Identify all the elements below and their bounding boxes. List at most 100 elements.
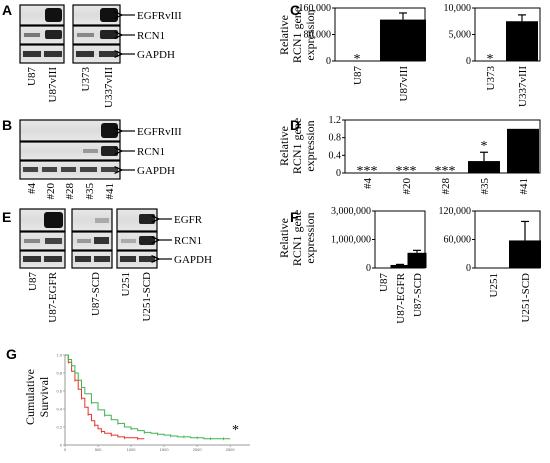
category-label: U373 bbox=[485, 66, 497, 91]
bar bbox=[390, 264, 410, 268]
bar-chart-f-u251: 0 60,000 120,000 U251 U251-SCD bbox=[439, 206, 541, 323]
category-label: U87-EGFR bbox=[395, 272, 407, 323]
blot-panel-e bbox=[19, 208, 158, 269]
bar-chart-c-u87: 0 80,000 160,000 *U87 U87vIII bbox=[299, 3, 426, 102]
category-label: #4 bbox=[362, 178, 374, 190]
lane-label-e-3: U251 bbox=[120, 272, 132, 296]
y-tick-label: 60,000 bbox=[444, 235, 472, 246]
y-tick-label: 1.2 bbox=[329, 115, 342, 126]
y-tick-label: 80,000 bbox=[304, 30, 332, 41]
ylabel-c: Relative RCN1 gene expression bbox=[277, 7, 317, 63]
panel-letter-a: A bbox=[2, 2, 12, 18]
category-label: U87 bbox=[378, 273, 390, 292]
panel-letter-g: G bbox=[6, 346, 17, 362]
x-tick-label: 1500 bbox=[160, 447, 170, 452]
blot-panel-b bbox=[19, 119, 121, 180]
bar-chart-d: 00.40.81.2***#4***#20***#28*#35 #41 bbox=[329, 115, 541, 195]
band-label-gapdh-e: GAPDH bbox=[174, 254, 212, 266]
bar bbox=[380, 19, 426, 61]
survival-series-line bbox=[65, 354, 231, 440]
y-tick-label: 10,000 bbox=[444, 3, 472, 14]
blot-labels-e: EGFR RCN1 GAPDH bbox=[159, 214, 212, 266]
category-label: U87 bbox=[352, 66, 364, 85]
y-tick-label: 160,000 bbox=[299, 3, 332, 14]
survival-curve-chart: 0 0.2 0.4 0.6 0.8 1.0 0 500 1000 1500 2000 2500 * bbox=[56, 353, 250, 452]
ylabel-g-line1: Cumulative bbox=[23, 369, 37, 425]
y-tick-label: 0.6 bbox=[56, 389, 62, 394]
category-label: U87-SCD bbox=[412, 273, 424, 317]
lane-label-b-1: #20 bbox=[45, 183, 57, 200]
lane-labels-e: U87 U87-EGFR U87-SCD U251 U251-SCD bbox=[27, 271, 153, 322]
panel-letter-d: D bbox=[290, 117, 300, 133]
bar-chart-f-u87: 0 1,000,000 3,000,000 U87 U87-EGFR U87-SCD bbox=[331, 206, 427, 324]
ylabel-f: Relative RCN1 gene expression bbox=[277, 210, 317, 266]
blot-panel-a bbox=[19, 4, 121, 64]
band-label-egfr-e: EGFR bbox=[174, 214, 203, 226]
ylabel-d-line2: RCN1 gene bbox=[290, 118, 304, 174]
lane-label-b-0: #4 bbox=[26, 183, 38, 195]
lane-label-e-0: U87 bbox=[27, 272, 39, 291]
y-tick-label: 3,000,000 bbox=[331, 206, 371, 217]
category-label: #28 bbox=[440, 178, 452, 195]
lane-label-a-2: U373 bbox=[80, 67, 92, 92]
y-tick-label: 0 bbox=[336, 168, 341, 179]
survival-series-line bbox=[65, 354, 145, 440]
x-tick-label: 2500 bbox=[226, 447, 236, 452]
category-label: U337vIII bbox=[517, 66, 529, 107]
x-tick-label: 1000 bbox=[127, 447, 137, 452]
lane-label-e-1: U87-EGFR bbox=[47, 271, 59, 322]
category-label: U251 bbox=[488, 273, 500, 297]
ylabel-d: Relative RCN1 gene expression bbox=[277, 118, 317, 174]
y-tick-label: 0.8 bbox=[329, 133, 342, 144]
ylabel-c-line3: expression bbox=[303, 9, 317, 60]
ylabel-f-line3: expression bbox=[303, 212, 317, 263]
y-tick-label: 0 bbox=[326, 56, 331, 67]
band-label-egfrviii-a: EGFRvIII bbox=[137, 10, 182, 22]
band-label-rcn1-e: RCN1 bbox=[174, 235, 202, 247]
band-label-rcn1-a: RCN1 bbox=[137, 30, 165, 42]
bar bbox=[407, 252, 427, 268]
x-tick-label: 500 bbox=[95, 447, 102, 452]
ylabel-g: Cumulative Survival bbox=[23, 369, 51, 425]
lane-label-a-3: U337vIII bbox=[103, 67, 115, 108]
y-tick-label: 0.8 bbox=[56, 371, 62, 376]
panel-letter-e: E bbox=[2, 209, 11, 225]
category-label: U251-SCD bbox=[520, 273, 532, 323]
y-tick-label: 0.4 bbox=[329, 150, 342, 161]
lane-label-b-2: #28 bbox=[64, 183, 76, 200]
lane-label-a-1: U87vIII bbox=[47, 67, 59, 103]
band-label-rcn1-b: RCN1 bbox=[137, 146, 165, 158]
significance-marker: *** bbox=[435, 164, 456, 179]
y-tick-label: 0.4 bbox=[56, 407, 62, 412]
ylabel-d-line3: expression bbox=[303, 120, 317, 171]
lane-label-b-3: #35 bbox=[84, 183, 96, 200]
y-tick-label: 0 bbox=[466, 263, 471, 274]
category-label: #20 bbox=[401, 178, 413, 195]
panel-letter-f: F bbox=[290, 209, 299, 225]
lane-labels-a: U87 U87vIII U373 U337vIII bbox=[26, 67, 115, 108]
panel-letter-c: C bbox=[290, 2, 300, 18]
y-tick-label: 1.0 bbox=[56, 353, 62, 358]
panel-letter-b: B bbox=[2, 117, 12, 133]
category-label: U87vIII bbox=[398, 66, 410, 102]
y-tick-label: 1,000,000 bbox=[331, 235, 371, 246]
lane-label-e-4: U251-SCD bbox=[141, 272, 153, 322]
blot-labels-b: EGFRvIII RCN1 GAPDH bbox=[122, 126, 182, 177]
bar bbox=[507, 128, 539, 173]
ylabel-c-line2: RCN1 gene bbox=[290, 7, 304, 63]
blot-labels-a: EGFRvIII RCN1 GAPDH bbox=[122, 10, 182, 61]
lane-label-b-4: #41 bbox=[104, 183, 116, 200]
y-tick-label: 0 bbox=[60, 443, 63, 448]
bar bbox=[509, 240, 541, 268]
y-tick-label: 5,000 bbox=[449, 30, 472, 41]
significance-marker: * bbox=[487, 52, 494, 67]
significance-marker: *** bbox=[357, 164, 378, 179]
category-label: #41 bbox=[518, 178, 530, 195]
significance-marker: * bbox=[481, 139, 488, 154]
significance-marker: * bbox=[232, 423, 239, 438]
significance-marker: * bbox=[354, 52, 361, 67]
y-tick-label: 0 bbox=[466, 56, 471, 67]
ylabel-g-line2: Survival bbox=[37, 376, 51, 417]
y-tick-label: 0.2 bbox=[56, 425, 62, 430]
plot-frame bbox=[344, 119, 541, 174]
